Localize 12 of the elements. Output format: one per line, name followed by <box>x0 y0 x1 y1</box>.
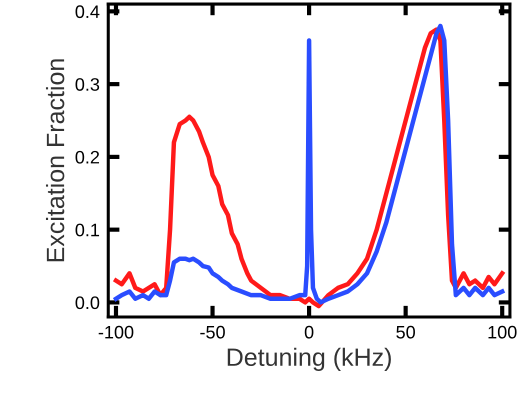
y-tick-label: 0.2 <box>76 150 100 164</box>
x-tick-label: 0 <box>304 326 314 339</box>
x-tick-label: -50 <box>200 326 225 339</box>
y-tick-label: 0.0 <box>76 296 100 310</box>
y-axis-title: Excitation Fraction <box>46 59 64 262</box>
x-tick-label: -100 <box>98 326 134 339</box>
x-axis-title: Detuning (kHz) <box>228 348 391 371</box>
y-tick-label: 0.1 <box>76 224 100 236</box>
x-tick-label: 100 <box>488 326 517 339</box>
x-tick-label: 50 <box>396 326 415 339</box>
y-tick-label: 0.4 <box>76 5 100 18</box>
y-tick-label: 0.3 <box>76 78 100 91</box>
